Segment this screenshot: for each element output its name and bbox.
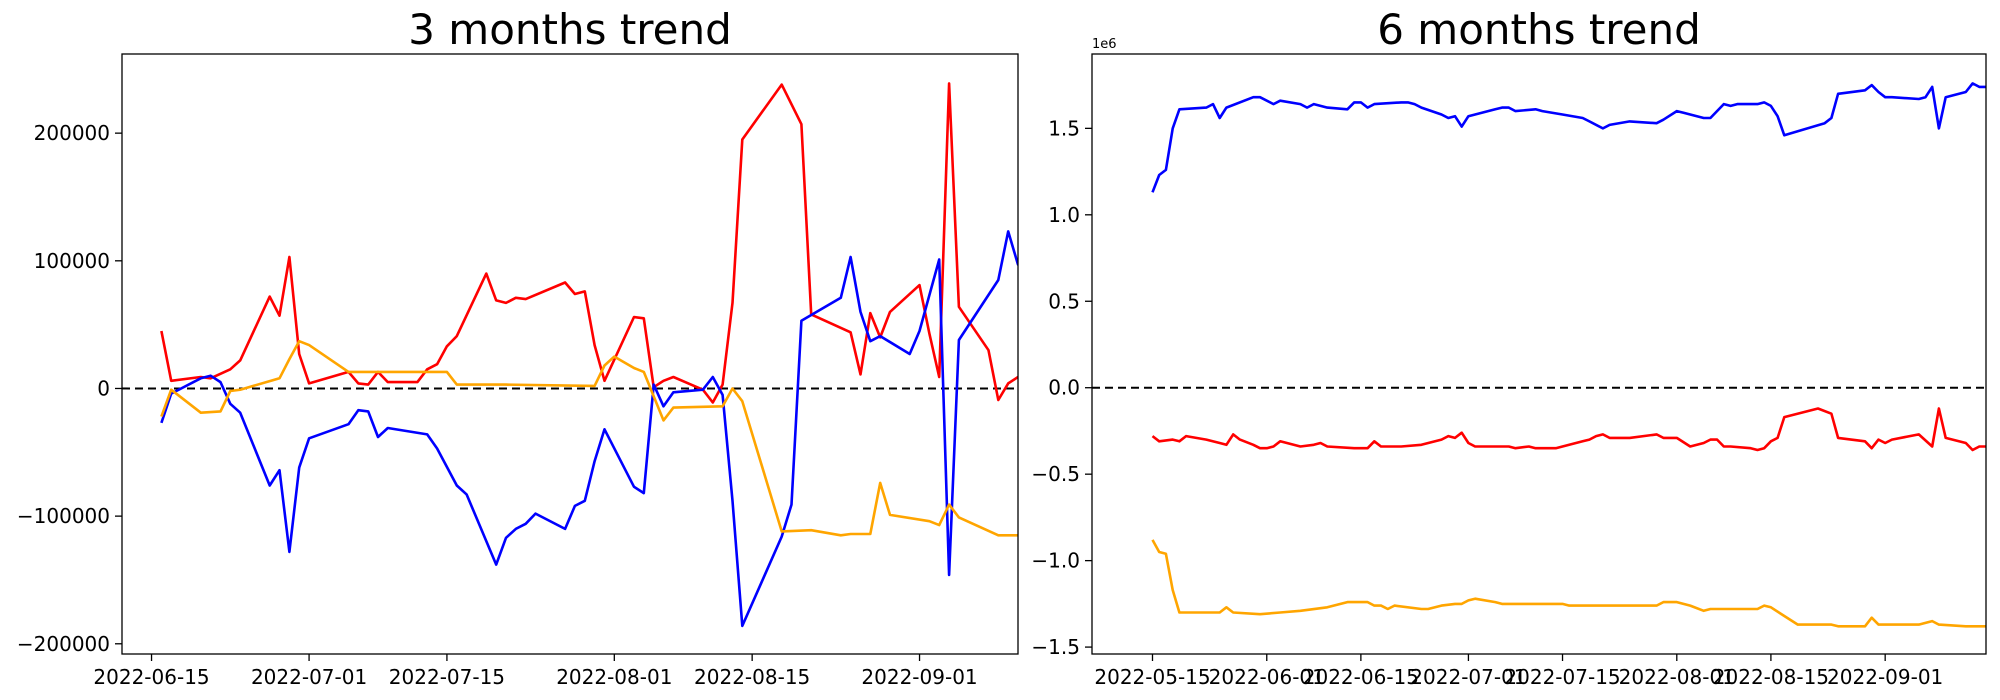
series-line-1 [160,82,1018,404]
x-tick-label: 2022-08-15 [694,665,810,689]
y-tick-label: −200000 [17,632,110,656]
series-line-3 [160,339,1018,537]
x-tick-label: 2022-07-15 [1504,665,1620,689]
chart-panel-1: 3 months trend 2022-06-15 2022-07-01 2022-0… [17,5,1019,689]
x-tick-label: 2022-07-01 [1410,665,1526,689]
chart-title: 3 months trend [408,5,732,54]
y-offset-label: 1e6 [1092,37,1117,52]
y-tick-label: 100000 [34,249,110,273]
series-line-2 [1151,407,1986,452]
axes-frame [1091,53,1987,655]
series-line-3 [1151,539,1986,628]
series-line-1 [1151,82,1986,193]
chart-title: 6 months trend [1377,5,1701,54]
y-tick-label: −0.5 [1031,462,1080,486]
x-tick-label: 2022-07-15 [389,665,505,689]
x-tick-label: 2022-09-01 [861,665,977,689]
x-tick-label: 2022-05-15 [1094,665,1210,689]
x-tick-label: 2022-08-01 [556,665,672,689]
y-tick-label: −1.5 [1031,635,1080,659]
x-tick-label: 2022-08-15 [1713,665,1829,689]
y-tick-label: 0.0 [1048,376,1080,400]
x-tick-label: 2022-06-15 [93,665,209,689]
x-tick-label: 2022-06-15 [1303,665,1419,689]
axes-frame [121,53,1019,655]
x-tick-label: 2022-07-01 [251,665,367,689]
chart-panel-2: 6 months trend2022-05-152022-06-012022-0… [1031,5,1987,689]
y-tick-label: 1.5 [1048,116,1080,140]
x-tick-label: 2022-08-01 [1619,665,1735,689]
y-tick-label: −100000 [17,504,110,528]
x-tick-label: 2022-09-01 [1827,665,1943,689]
x-tick-label: 2022-06-01 [1209,665,1325,689]
y-tick-label: −1.0 [1031,549,1080,573]
y-tick-label: 200000 [34,121,110,145]
y-tick-label: 0.5 [1048,289,1080,313]
series-line-2 [160,230,1018,628]
y-tick-label: 0 [97,376,110,400]
y-tick-label: 1.0 [1048,203,1080,227]
